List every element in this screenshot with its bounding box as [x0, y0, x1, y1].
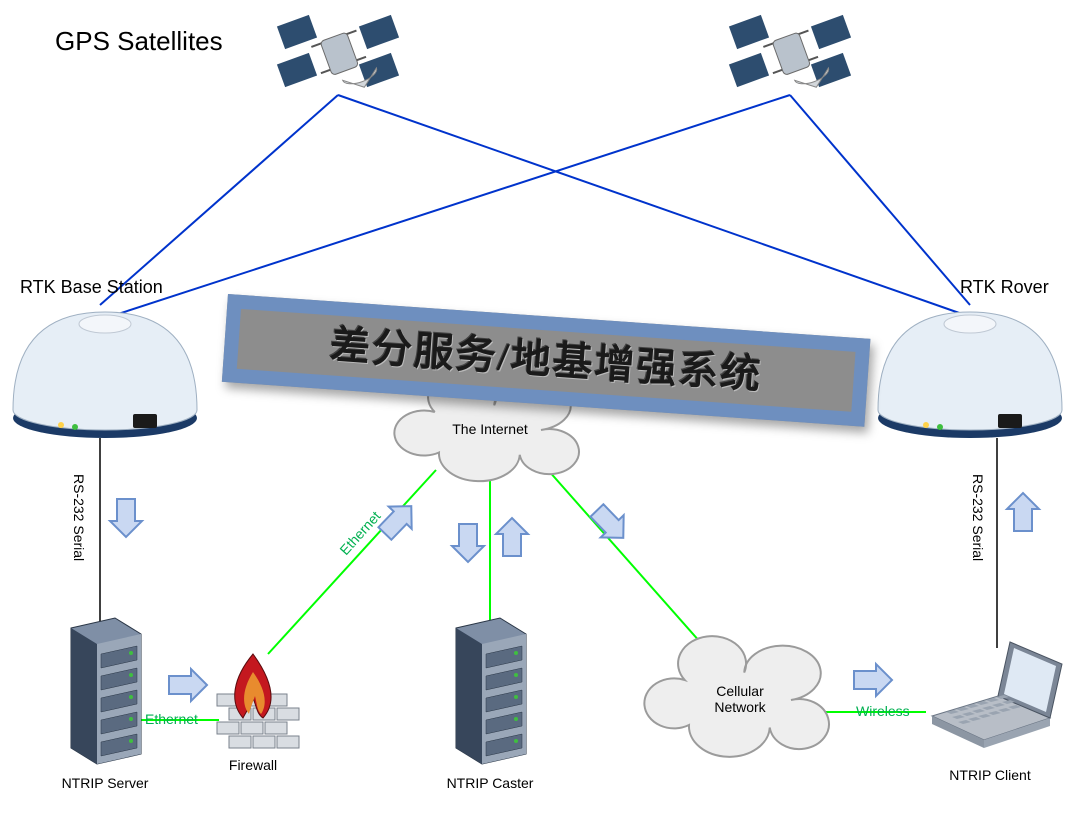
flow-arrow-icon	[1007, 493, 1039, 531]
laptop-icon: NTRIP Client	[932, 642, 1062, 783]
server-icon: NTRIP Server	[62, 618, 149, 791]
firewall-icon: Firewall	[217, 654, 299, 773]
edge-label: RS-232 Serial	[970, 474, 986, 561]
svg-text:Firewall: Firewall	[229, 757, 277, 773]
satellite-icon	[277, 15, 399, 93]
gnss-receiver-icon	[878, 312, 1062, 438]
edge	[268, 470, 436, 654]
svg-text:Network: Network	[714, 699, 766, 715]
edge-label: Wireless	[856, 703, 910, 719]
flow-arrow-icon	[169, 669, 207, 701]
svg-text:The Internet: The Internet	[452, 421, 528, 437]
edge-label: Ethernet	[145, 711, 198, 727]
flow-arrow-icon	[496, 518, 528, 556]
gnss-receiver-icon	[13, 312, 197, 438]
svg-text:NTRIP Client: NTRIP Client	[949, 767, 1031, 783]
edge	[790, 95, 970, 305]
flow-arrow-icon	[854, 664, 892, 696]
label-rtk-base-station: RTK Base Station	[20, 277, 163, 298]
edge-label: Ethernet	[336, 508, 383, 558]
server-icon: NTRIP Caster	[447, 618, 534, 791]
edge	[338, 95, 965, 315]
svg-text:Cellular: Cellular	[716, 683, 764, 699]
svg-text:NTRIP Caster: NTRIP Caster	[447, 775, 534, 791]
edge	[115, 95, 790, 315]
flow-arrow-icon	[110, 499, 142, 537]
label-rtk-rover: RTK Rover	[960, 277, 1049, 298]
cloud-icon: CellularNetwork	[644, 636, 829, 757]
satellite-icon	[729, 15, 851, 93]
svg-text:NTRIP Server: NTRIP Server	[62, 775, 149, 791]
edge-label: RS-232 Serial	[71, 474, 87, 561]
flow-arrow-icon	[452, 524, 484, 562]
edge	[100, 95, 338, 305]
title-gps-satellites: GPS Satellites	[55, 26, 223, 57]
edge	[548, 470, 716, 660]
